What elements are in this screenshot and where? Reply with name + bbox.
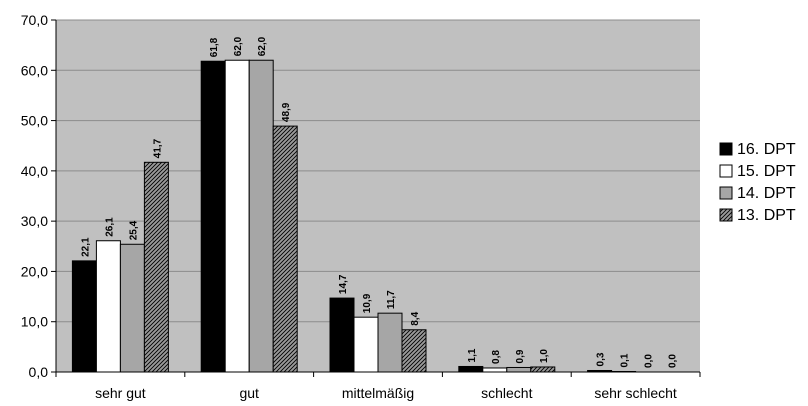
x-tick-label: gut — [239, 385, 259, 401]
data-label: 26,1 — [104, 217, 115, 237]
bar — [530, 366, 556, 373]
bar — [353, 316, 379, 373]
legend-swatch — [719, 208, 733, 222]
y-tick-label: 0,0 — [29, 364, 49, 380]
data-label: 0,1 — [620, 353, 631, 367]
data-label: 1,1 — [467, 348, 478, 362]
x-tick-label: mittelmäßig — [342, 385, 414, 401]
legend: 16. DPT 15. DPT 14. DPT 13. DPT — [719, 141, 796, 224]
data-label: 41,7 — [152, 138, 163, 158]
legend-swatch — [719, 164, 733, 178]
legend-swatch — [719, 186, 733, 200]
y-tick-label: 30,0 — [21, 213, 48, 229]
data-label: 62,0 — [233, 36, 244, 56]
legend-label: 16. DPT — [737, 141, 796, 158]
bar — [119, 243, 145, 373]
bar — [224, 59, 250, 373]
y-tick-label: 70,0 — [21, 12, 48, 28]
bar — [329, 297, 355, 373]
bar — [200, 60, 226, 373]
bar — [377, 312, 403, 373]
data-label: 0,0 — [668, 354, 679, 368]
x-tick-label: sehr schlecht — [594, 385, 677, 401]
bar — [143, 161, 169, 373]
bar — [95, 240, 121, 373]
legend-label: 13. DPT — [737, 207, 796, 224]
data-label: 1,0 — [539, 349, 550, 363]
x-tick-label: schlecht — [481, 385, 532, 401]
legend-swatch — [719, 142, 733, 156]
y-tick-label: 20,0 — [21, 263, 48, 279]
y-tick-label: 60,0 — [21, 62, 48, 78]
data-label: 0,9 — [515, 349, 526, 363]
bar — [401, 329, 427, 373]
data-label: 62,0 — [257, 36, 268, 56]
y-tick-label: 40,0 — [21, 163, 48, 179]
data-label: 0,8 — [491, 350, 502, 364]
data-label: 0,0 — [644, 354, 655, 368]
y-tick-label: 10,0 — [21, 314, 48, 330]
bar — [272, 125, 298, 373]
data-label: 61,8 — [209, 37, 220, 57]
data-label: 10,9 — [362, 293, 373, 313]
y-tick-label: 50,0 — [21, 113, 48, 129]
data-label: 0,3 — [596, 352, 607, 366]
data-label: 22,1 — [80, 237, 91, 257]
data-label: 14,7 — [338, 274, 349, 294]
legend-label: 14. DPT — [737, 185, 796, 202]
data-label: 8,4 — [410, 311, 421, 325]
bar — [458, 365, 484, 373]
bar — [248, 59, 274, 373]
x-tick-label: sehr gut — [95, 385, 146, 401]
data-label: 11,7 — [386, 290, 397, 309]
legend-label: 15. DPT — [737, 163, 796, 180]
data-label: 25,4 — [128, 220, 139, 240]
bar — [482, 367, 508, 373]
bar — [71, 260, 97, 373]
data-label: 48,9 — [281, 102, 292, 122]
bar — [506, 366, 532, 373]
